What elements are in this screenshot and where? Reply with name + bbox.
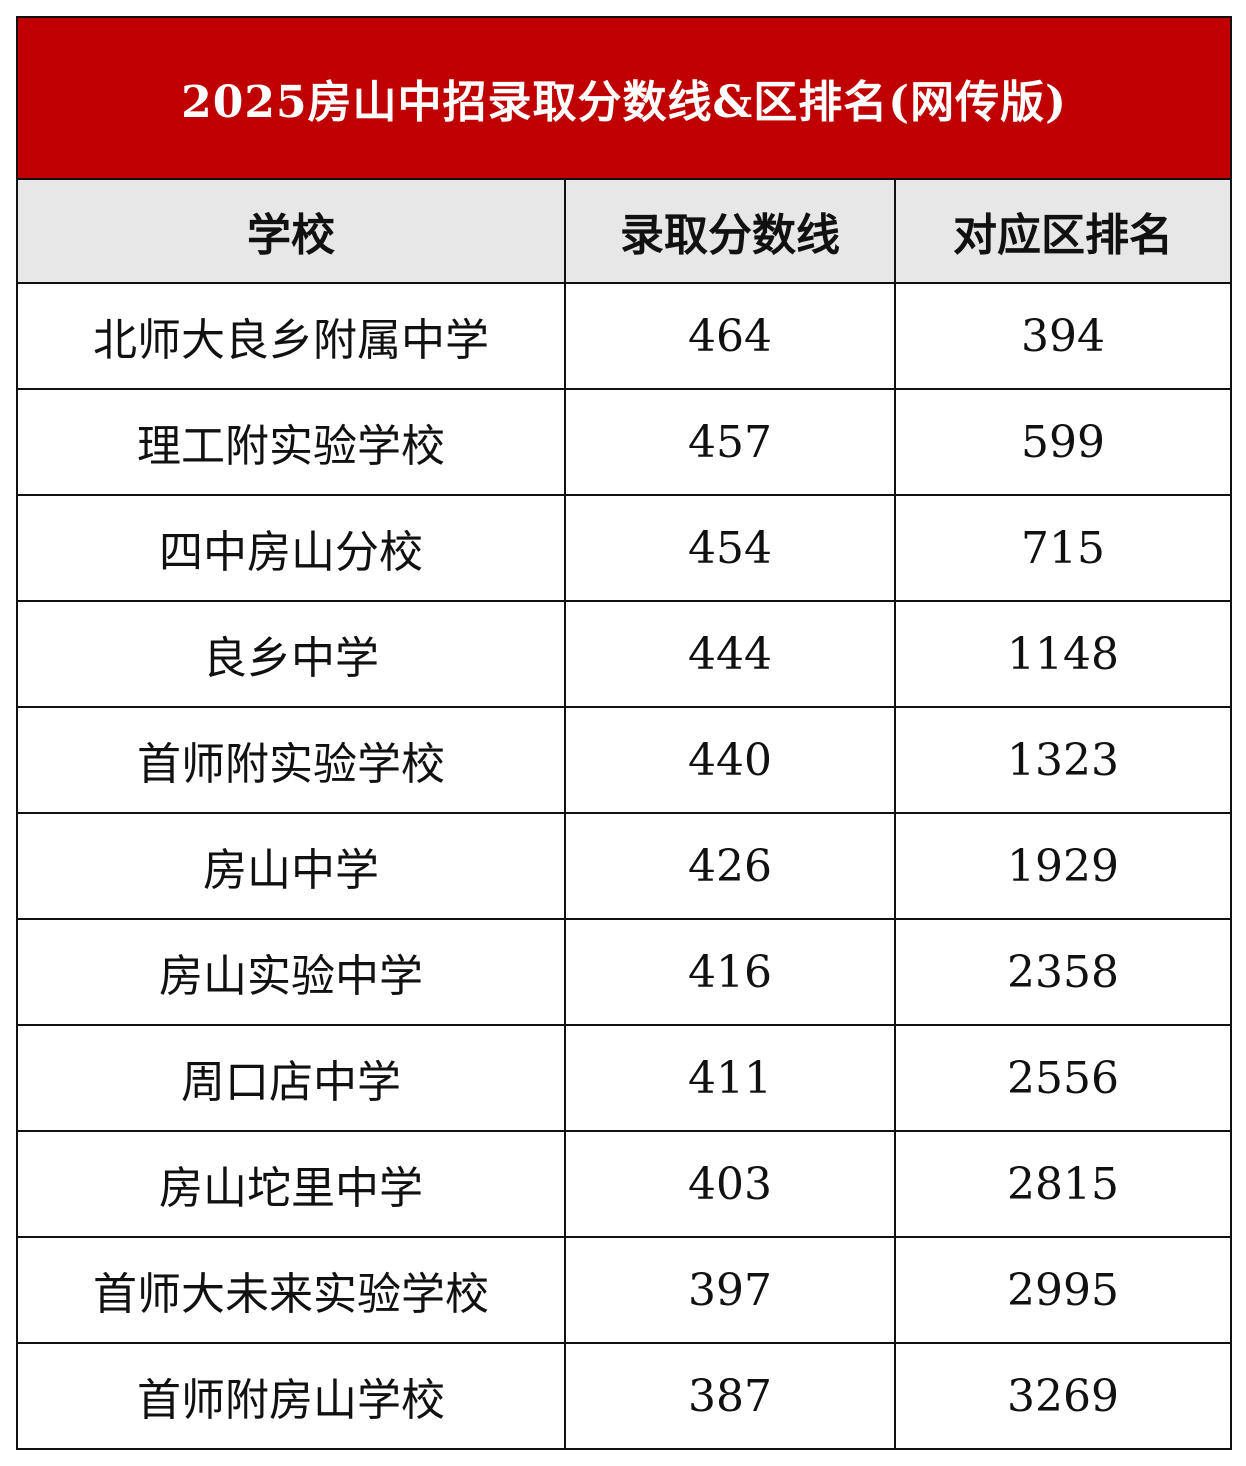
rank-cell: 1929 [893, 812, 1233, 920]
score-cell: 411 [564, 1024, 896, 1132]
rank-cell: 2995 [893, 1236, 1233, 1344]
rank-cell: 1148 [893, 600, 1233, 708]
school-cell: 房山中学 [16, 812, 566, 920]
score-cell: 426 [564, 812, 896, 920]
rank-cell: 394 [893, 282, 1233, 390]
school-cell: 北师大良乡附属中学 [16, 282, 566, 390]
table-row: 北师大良乡附属中学 464 394 [16, 282, 1233, 390]
rank-cell: 715 [893, 494, 1233, 602]
score-cell: 454 [564, 494, 896, 602]
rank-cell: 2556 [893, 1024, 1233, 1132]
school-cell: 四中房山分校 [16, 494, 566, 602]
school-cell: 房山实验中学 [16, 918, 566, 1026]
score-cell: 403 [564, 1130, 896, 1238]
table-row: 首师附房山学校 387 3269 [16, 1342, 1233, 1450]
school-cell: 理工附实验学校 [16, 388, 566, 496]
score-cell: 457 [564, 388, 896, 496]
score-cell: 464 [564, 282, 896, 390]
column-header-school: 学校 [16, 178, 566, 284]
school-cell: 周口店中学 [16, 1024, 566, 1132]
table-title: 2025房山中招录取分数线&区排名(网传版) [15, 16, 1233, 180]
table-row: 周口店中学 411 2556 [16, 1024, 1233, 1132]
table-row: 房山坨里中学 403 2815 [16, 1130, 1233, 1238]
school-cell: 首师附实验学校 [16, 706, 566, 814]
rank-cell: 3269 [893, 1342, 1233, 1450]
score-table: 2025房山中招录取分数线&区排名(网传版) 学校 录取分数线 对应区排名 北师… [15, 16, 1233, 1450]
rank-cell: 2815 [893, 1130, 1233, 1238]
score-cell: 440 [564, 706, 896, 814]
school-cell: 良乡中学 [16, 600, 566, 708]
score-cell: 416 [564, 918, 896, 1026]
table-row: 房山中学 426 1929 [16, 812, 1233, 920]
score-cell: 397 [564, 1236, 896, 1344]
rank-cell: 2358 [893, 918, 1233, 1026]
school-cell: 首师附房山学校 [16, 1342, 566, 1450]
table-row: 理工附实验学校 457 599 [16, 388, 1233, 496]
rank-cell: 1323 [893, 706, 1233, 814]
rank-cell: 599 [893, 388, 1233, 496]
column-header-rank: 对应区排名 [893, 178, 1233, 284]
table-row: 良乡中学 444 1148 [16, 600, 1233, 708]
school-cell: 房山坨里中学 [16, 1130, 566, 1238]
score-cell: 444 [564, 600, 896, 708]
table-row: 四中房山分校 454 715 [16, 494, 1233, 602]
table-row: 首师附实验学校 440 1323 [16, 706, 1233, 814]
column-header-score: 录取分数线 [564, 178, 896, 284]
table-row: 首师大未来实验学校 397 2995 [16, 1236, 1233, 1344]
school-cell: 首师大未来实验学校 [16, 1236, 566, 1344]
table-row: 房山实验中学 416 2358 [16, 918, 1233, 1026]
score-cell: 387 [564, 1342, 896, 1450]
header-row: 学校 录取分数线 对应区排名 [16, 178, 1233, 284]
